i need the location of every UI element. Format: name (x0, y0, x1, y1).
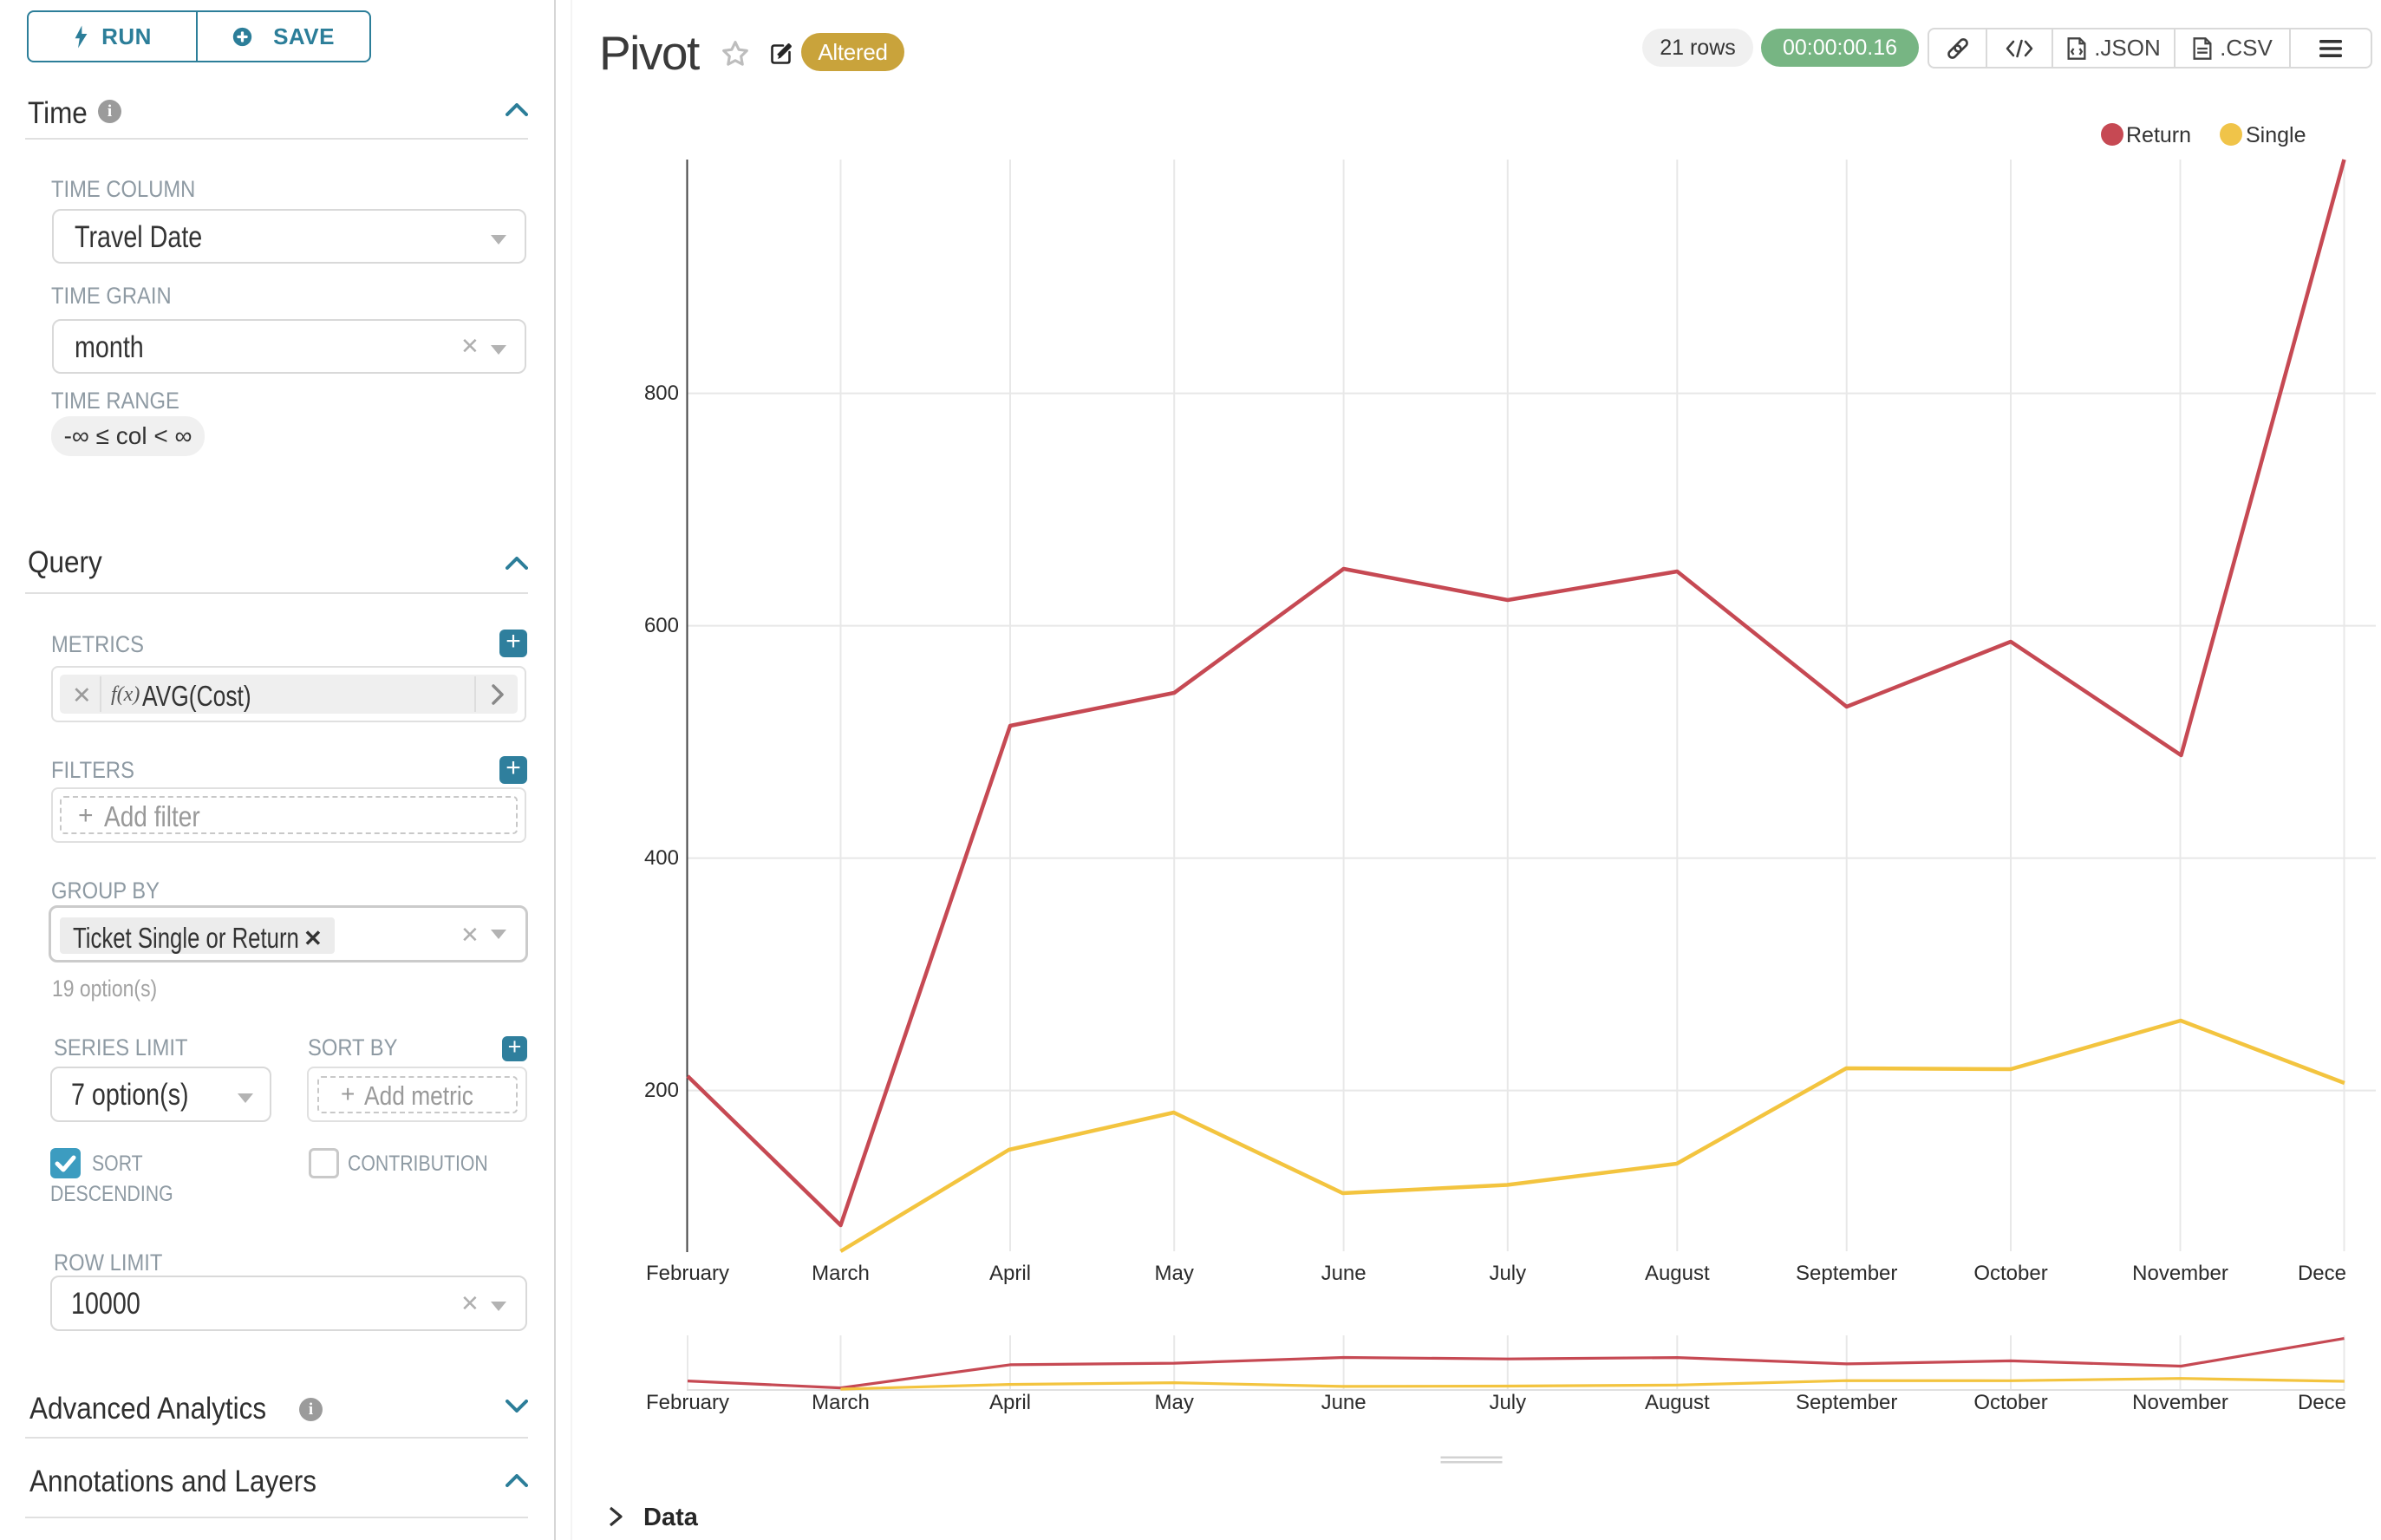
svg-text:Single: Single (2246, 123, 2306, 147)
svg-text:Return: Return (2126, 123, 2191, 147)
svg-text:May: May (1155, 1391, 1194, 1414)
svg-text:March: March (812, 1391, 870, 1414)
svg-text:May: May (1155, 1262, 1194, 1285)
svg-text:Dece: Dece (2298, 1262, 2346, 1285)
svg-text:August: August (1645, 1391, 1710, 1414)
svg-text:April: April (989, 1262, 1031, 1285)
svg-text:July: July (1489, 1262, 1526, 1285)
svg-text:February: February (646, 1262, 729, 1285)
svg-text:July: July (1489, 1391, 1526, 1414)
svg-text:September: September (1796, 1262, 1897, 1285)
svg-text:October: October (1973, 1391, 2047, 1414)
svg-text:600: 600 (644, 614, 679, 637)
svg-text:400: 400 (644, 846, 679, 870)
svg-text:November: November (2132, 1262, 2228, 1285)
svg-text:June: June (1321, 1262, 1367, 1285)
svg-text:Dece: Dece (2298, 1391, 2346, 1414)
svg-text:September: September (1796, 1391, 1897, 1414)
svg-text:200: 200 (644, 1079, 679, 1102)
svg-text:November: November (2132, 1391, 2228, 1414)
svg-text:March: March (812, 1262, 870, 1285)
svg-text:April: April (989, 1391, 1031, 1414)
svg-text:800: 800 (644, 382, 679, 405)
svg-text:August: August (1645, 1262, 1710, 1285)
svg-text:February: February (646, 1391, 729, 1414)
svg-text:Data: Data (643, 1504, 699, 1531)
svg-text:October: October (1973, 1262, 2047, 1285)
svg-text:June: June (1321, 1391, 1367, 1414)
